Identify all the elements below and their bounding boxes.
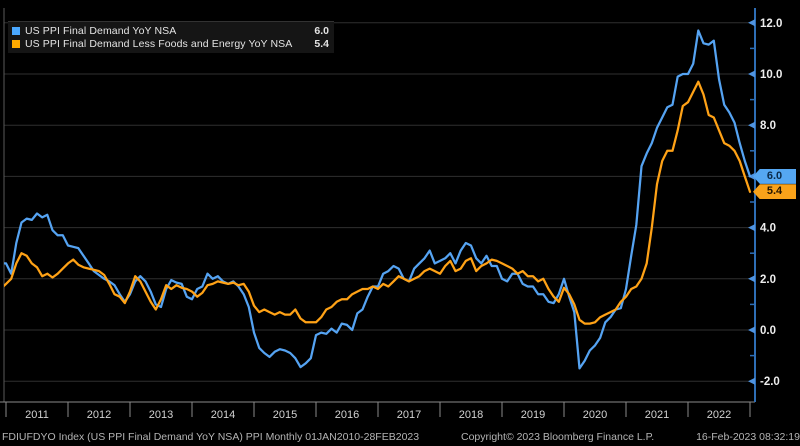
y-axis-tick-arrow <box>748 70 755 78</box>
last-value-badge-core-ppi: 5.4 <box>753 184 796 200</box>
y-axis-label: -2.0 <box>760 376 780 388</box>
y-axis-label: 2.0 <box>760 274 776 286</box>
y-axis-tick-arrow <box>748 224 755 232</box>
x-axis-year-label: 2019 <box>521 409 545 421</box>
x-axis-year-label: 2017 <box>397 409 421 421</box>
y-axis-tick-arrow <box>748 377 755 385</box>
x-axis-year-label: 2020 <box>583 409 607 421</box>
y-axis-tick-arrow <box>748 275 755 283</box>
x-axis-year-label: 2013 <box>149 409 173 421</box>
legend-label-core-ppi: US PPI Final Demand Less Foods and Energ… <box>25 37 293 50</box>
last-value-badge-ppi: 6.0 <box>753 168 796 184</box>
x-axis-year-label: 2012 <box>87 409 111 421</box>
y-axis-label: 12.0 <box>760 18 782 30</box>
y-axis-tick-arrow <box>748 121 755 129</box>
legend-item-ppi[interactable]: US PPI Final Demand YoY NSA 6.0 <box>12 24 329 37</box>
x-axis-year-label: 2016 <box>335 409 359 421</box>
x-axis-year-label: 2015 <box>273 409 297 421</box>
chart-legend: US PPI Final Demand YoY NSA 6.0 US PPI F… <box>8 21 334 53</box>
ticker-description: FDIUFDYO Index (US PPI Final Demand YoY … <box>2 431 420 443</box>
ppi-yoy-line <box>4 29 752 370</box>
y-axis-tick-arrow <box>748 326 755 334</box>
x-axis-year-label: 2011 <box>25 409 49 421</box>
legend-swatch-core-ppi-icon <box>12 39 20 48</box>
y-axis-label: 8.0 <box>760 120 776 132</box>
x-axis-year-label: 2022 <box>707 409 731 421</box>
timestamp: 16-Feb-2023 08:32:19 <box>696 431 800 443</box>
y-axis-tick-arrow <box>748 19 755 27</box>
status-bar: FDIUFDYO Index (US PPI Final Demand YoY … <box>2 431 800 444</box>
x-axis-year-label: 2018 <box>459 409 483 421</box>
copyright-text: Copyright© 2023 Bloomberg Finance L.P. <box>461 431 655 443</box>
legend-value-ppi: 6.0 <box>314 24 329 37</box>
legend-swatch-ppi-icon <box>12 26 20 35</box>
x-axis-year-label: 2014 <box>211 409 235 421</box>
y-axis-label: 10.0 <box>760 69 782 81</box>
x-axis-year-label: 2021 <box>645 409 669 421</box>
y-axis-label: 0.0 <box>760 325 776 337</box>
legend-value-core-ppi: 5.4 <box>314 37 329 50</box>
legend-label-ppi: US PPI Final Demand YoY NSA <box>25 24 177 37</box>
y-axis-label: 4.0 <box>760 223 776 235</box>
legend-item-core-ppi[interactable]: US PPI Final Demand Less Foods and Energ… <box>12 37 329 50</box>
core-ppi-yoy-line <box>4 80 752 325</box>
y-axis-tick-arrow <box>748 172 755 180</box>
